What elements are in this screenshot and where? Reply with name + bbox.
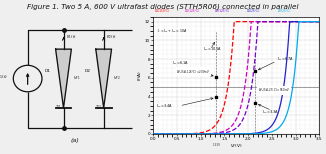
Text: $\Delta V_F(5A,125°C)=200mV$: $\Delta V_F(5A,125°C)=200mV$ [176, 68, 211, 76]
Y-axis label: $I_F$(A): $I_F$(A) [136, 70, 143, 81]
Text: D1(25°C): D1(25°C) [246, 9, 260, 13]
X-axis label: $V_F$(V): $V_F$(V) [230, 143, 243, 150]
Polygon shape [56, 49, 71, 108]
Text: D2(25°C): D2(25°C) [278, 9, 291, 13]
Text: 1.33V: 1.33V [213, 143, 220, 147]
Text: $I_{F1}$=6.1A: $I_{F1}$=6.1A [172, 60, 189, 67]
Text: $\Delta V_F(5A,25°C)=550mV$: $\Delta V_F(5A,25°C)=550mV$ [258, 87, 290, 94]
Text: $I_1(t)$: $I_1(t)$ [0, 73, 8, 81]
Text: (a): (a) [70, 138, 80, 143]
Text: $I_{F1}$=6.7A: $I_{F1}$=6.7A [277, 55, 293, 63]
Text: $I_T = I_{F1} + I_{F2} = 10A$: $I_T = I_{F1} + I_{F2} = 10A$ [156, 27, 187, 35]
Text: $I_{F2}$=10.1A: $I_{F2}$=10.1A [203, 46, 222, 53]
Text: D2: D2 [85, 69, 91, 73]
Text: $I_{F1}(t)$: $I_{F1}(t)$ [66, 33, 76, 41]
Text: $T_{j1}$: $T_{j1}$ [55, 103, 62, 112]
Text: $V_{F1}$: $V_{F1}$ [73, 75, 81, 82]
Text: $I_{F2}(t)$: $I_{F2}(t)$ [106, 33, 116, 41]
Text: $I_{F2}$=3.3A: $I_{F2}$=3.3A [262, 108, 279, 116]
Text: $T_{j2}$: $T_{j2}$ [95, 103, 102, 112]
Text: D2(125°C): D2(125°C) [215, 9, 230, 13]
Text: D1(150°C): D1(150°C) [155, 9, 170, 13]
Text: D1(125°C): D1(125°C) [185, 9, 200, 13]
Text: $I_{F2}$=3.4A: $I_{F2}$=3.4A [156, 103, 172, 110]
Text: D1: D1 [45, 69, 51, 73]
Text: $V_{F2}$: $V_{F2}$ [113, 75, 121, 82]
Text: Figure 1. Two 5 A, 600 V ultrafast diodes (STTH5R06) connected in parallel: Figure 1. Two 5 A, 600 V ultrafast diode… [27, 3, 299, 10]
Polygon shape [96, 49, 111, 108]
